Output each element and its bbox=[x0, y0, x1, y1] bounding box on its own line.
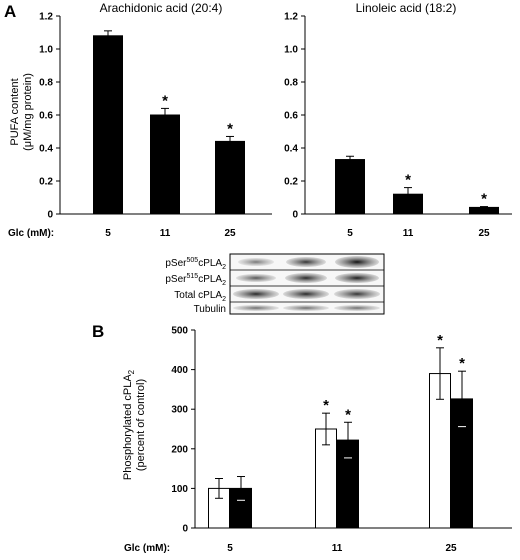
y-tick-label: 0.8 bbox=[284, 78, 298, 89]
y-axis-label-text: Phosphorylated cPLA bbox=[122, 374, 134, 480]
y-tick-label: 200 bbox=[171, 444, 188, 455]
significance-marker: * bbox=[227, 120, 233, 137]
bar bbox=[393, 193, 423, 215]
y-tick-label: 0 bbox=[47, 210, 53, 221]
blot-row-label: Tubulin bbox=[194, 304, 226, 315]
bar bbox=[469, 206, 499, 215]
x-tick-label: 11 bbox=[332, 543, 343, 554]
bar bbox=[335, 159, 365, 215]
x-tick-label: 25 bbox=[478, 228, 490, 239]
blot-label-superscript: 505 bbox=[187, 257, 199, 264]
blot-row-label: Total cPLA2 bbox=[174, 290, 226, 303]
y-tick-label: 300 bbox=[171, 405, 188, 416]
significance-marker: * bbox=[481, 191, 487, 208]
y-tick-label: 0.2 bbox=[284, 177, 298, 188]
blot-label-text: cPLA bbox=[198, 274, 222, 285]
blot-band bbox=[233, 305, 279, 311]
y-tick-label: 0 bbox=[182, 524, 188, 535]
y-tick-label: 0.8 bbox=[39, 78, 53, 89]
blot-label-superscript: 515 bbox=[187, 273, 199, 280]
blot-band bbox=[334, 305, 380, 311]
y-tick-label: 0.6 bbox=[284, 111, 298, 122]
blot-band bbox=[283, 289, 329, 299]
x-tick-label: 11 bbox=[403, 228, 414, 239]
blot-label-text: pSer bbox=[165, 274, 187, 285]
blot-band bbox=[233, 289, 279, 299]
blot-band bbox=[236, 274, 276, 282]
blot-label-text: Tubulin bbox=[194, 304, 226, 315]
y-axis-label-line2: (μM/mg protein) bbox=[22, 73, 34, 151]
blot-label-subscript: 2 bbox=[222, 264, 226, 271]
y-axis-label-line1: Phosphorylated cPLA2 bbox=[122, 369, 136, 480]
blot-band bbox=[334, 289, 380, 299]
significance-marker: * bbox=[162, 92, 168, 109]
bar bbox=[150, 114, 180, 215]
y-tick-label: 0.4 bbox=[39, 144, 53, 155]
x-tick-label: 25 bbox=[224, 228, 236, 239]
y-tick-label: 100 bbox=[171, 484, 188, 495]
x-tick-label: 11 bbox=[160, 228, 171, 239]
chart-title: Arachidonic acid (20:4) bbox=[100, 1, 223, 15]
blot-label-subscript: 2 bbox=[222, 280, 226, 287]
panel-b-letter: B bbox=[92, 322, 104, 341]
bar bbox=[451, 398, 473, 529]
y-tick-label: 500 bbox=[171, 326, 188, 337]
panel-a-letter: A bbox=[4, 2, 16, 21]
blot-label-subscript: 2 bbox=[222, 296, 226, 303]
x-tick-label: 25 bbox=[445, 543, 457, 554]
y-axis-label-subscript: 2 bbox=[127, 369, 136, 374]
y-tick-label: 1.2 bbox=[284, 12, 298, 23]
significance-marker: * bbox=[405, 172, 411, 189]
x-tick-label: 5 bbox=[227, 543, 233, 554]
blot-label-text: cPLA bbox=[198, 258, 222, 269]
significance-marker: * bbox=[323, 397, 329, 414]
significance-marker: * bbox=[459, 355, 465, 372]
y-tick-label: 0.2 bbox=[39, 177, 53, 188]
blot-row-label: pSer515cPLA2 bbox=[165, 273, 226, 287]
y-tick-label: 1.0 bbox=[39, 45, 53, 56]
y-axis-label-line1: PUFA content bbox=[9, 78, 21, 145]
y-axis-label-line2: (percent of control) bbox=[135, 379, 147, 471]
blot-band bbox=[335, 256, 379, 268]
chart-arachidonic-acid: Arachidonic acid (20:4) PUFA content (μM… bbox=[9, 1, 272, 239]
y-tick-label: 400 bbox=[171, 365, 188, 376]
blot-row-label: pSer505cPLA2 bbox=[165, 257, 226, 271]
bar bbox=[93, 35, 123, 215]
blot-band bbox=[285, 273, 327, 283]
significance-marker: * bbox=[437, 332, 443, 349]
y-tick-label: 1.2 bbox=[39, 12, 53, 23]
blot-label-text: pSer bbox=[165, 258, 187, 269]
chart-phosphorylated-cpla2: Phosphorylated cPLA2 (percent of control… bbox=[122, 326, 512, 554]
bar bbox=[337, 439, 359, 529]
glc-label-b: Glc (mM): bbox=[124, 543, 170, 554]
bar bbox=[215, 140, 245, 215]
y-tick-label: 0.4 bbox=[284, 144, 298, 155]
x-tick-label: 5 bbox=[347, 228, 353, 239]
blot-band bbox=[283, 305, 329, 311]
y-tick-label: 0 bbox=[292, 210, 298, 221]
chart-linoleic-acid: Linoleic acid (18:2) 0 0.2 0.4 0.6 0.8 1.0 1.2… bbox=[284, 1, 512, 239]
blot-band bbox=[238, 258, 274, 266]
significance-marker: * bbox=[345, 406, 351, 423]
blot-band bbox=[286, 257, 326, 267]
y-tick-label: 1.0 bbox=[284, 45, 298, 56]
x-tick-label: 5 bbox=[105, 228, 111, 239]
glc-label-a: Glc (mM): bbox=[8, 228, 54, 239]
blot-band bbox=[335, 273, 379, 283]
y-tick-label: 0.6 bbox=[39, 111, 53, 122]
bar bbox=[230, 487, 252, 529]
chart-title: Linoleic acid (18:2) bbox=[356, 1, 457, 15]
blot-label-text: Total cPLA bbox=[174, 290, 222, 301]
